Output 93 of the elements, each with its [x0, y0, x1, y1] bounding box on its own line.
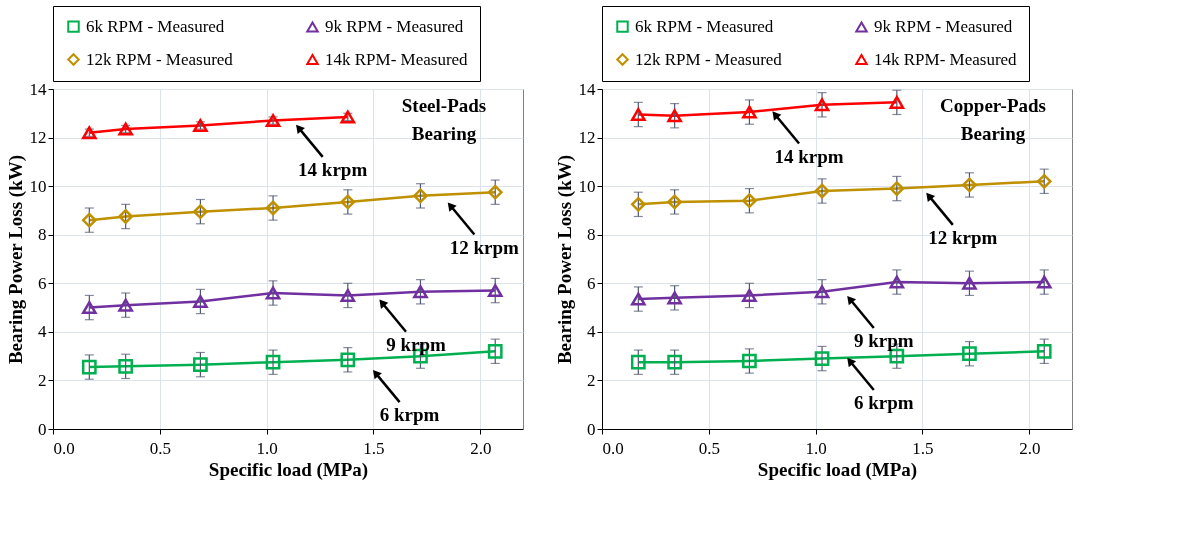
x-tick-label: 0.0: [53, 438, 75, 458]
point: [81, 212, 97, 228]
annotation: 6 krpm: [853, 392, 914, 413]
x-tick-label: 1.0: [805, 438, 827, 458]
point: [1036, 173, 1052, 189]
y-tick-label: 6: [587, 273, 596, 293]
point: [413, 285, 428, 299]
point: [962, 276, 977, 290]
point: [265, 354, 281, 370]
y-tick-label: 0: [587, 419, 596, 439]
point: [814, 183, 830, 199]
x-axis-title: Specific load (MPa): [757, 458, 918, 481]
y-tick-label: 14: [578, 79, 596, 99]
point: [340, 352, 356, 368]
x-tick-label: 2.0: [470, 438, 492, 458]
point: [814, 285, 830, 299]
point: [630, 196, 646, 212]
annotation: 12 krpm: [928, 226, 998, 248]
point: [81, 301, 97, 315]
annotation: 6 krpm: [379, 404, 440, 426]
y-tick-label: 8: [587, 225, 596, 245]
point: [962, 177, 977, 193]
text: Steel-Pads Bearing: [401, 95, 487, 144]
y-tick-label: 10: [578, 176, 596, 196]
annotation: 12 krpm: [449, 236, 520, 258]
point: [340, 288, 356, 302]
annotation: 14 krpm: [774, 145, 844, 167]
legend-label: 12k RPM - Measured: [635, 49, 783, 69]
x-tick-label: 1.5: [363, 438, 385, 458]
point: [889, 95, 905, 109]
point: [265, 286, 281, 300]
y-tick-label: 0: [38, 419, 47, 439]
y-tick-label: 2: [587, 370, 596, 390]
x-tick-label: 2.0: [1019, 438, 1041, 458]
annotation: 9 krpm: [386, 333, 446, 355]
point: [487, 343, 503, 359]
point: [413, 188, 428, 204]
legend-label: 12k RPM - Measured: [86, 49, 234, 69]
y-tick-label: 6: [38, 273, 47, 293]
y-tick-label: 14: [29, 79, 47, 99]
y-tick-label: 4: [587, 322, 596, 342]
point: [667, 354, 683, 370]
y-axis-title: Bearing Power Loss (kW): [553, 154, 576, 365]
point: [742, 353, 757, 369]
point: [487, 284, 503, 298]
y-tick-label: 2: [38, 370, 47, 390]
legend-label: 9k RPM - Measured: [325, 16, 464, 36]
legend-label: 14k RPM- Measured: [874, 49, 1018, 69]
y-tick-label: 8: [38, 225, 47, 245]
y-axis-title: Bearing Power Loss (kW): [4, 154, 27, 365]
point: [193, 294, 208, 309]
point: [889, 275, 905, 289]
point: [889, 181, 905, 196]
y-tick-label: 10: [29, 176, 47, 196]
point: [667, 194, 683, 210]
legend-label: 6k RPM - Measured: [86, 16, 225, 36]
point: [118, 298, 134, 312]
point: [118, 358, 134, 374]
point: [630, 292, 646, 306]
point: [1036, 343, 1052, 359]
x-tick-label: 1.5: [912, 438, 934, 458]
point: [962, 346, 977, 362]
x-tick-label: 1.0: [256, 438, 278, 458]
annotation: 9 krpm: [853, 330, 914, 352]
point: [667, 109, 683, 123]
point: [193, 204, 208, 220]
x-tick-label: 0.5: [698, 438, 720, 458]
point: [487, 184, 503, 200]
legend-label: 9k RPM - Measured: [874, 16, 1013, 36]
point: [1036, 275, 1052, 289]
legend-label: 6k RPM - Measured: [635, 16, 774, 36]
point: [742, 288, 757, 302]
point: [265, 200, 281, 216]
y-tick-label: 4: [38, 322, 47, 342]
point: [193, 357, 208, 373]
y-tick-label: 12: [578, 128, 596, 148]
legend-label: 14k RPM- Measured: [325, 49, 469, 69]
x-axis-title: Specific load (MPa): [208, 458, 369, 481]
point: [814, 98, 830, 112]
x-tick-label: 0.0: [602, 438, 624, 458]
point: [742, 105, 757, 119]
point: [81, 359, 97, 375]
x-tick-label: 0.5: [149, 438, 171, 458]
point: [742, 193, 757, 209]
point: [667, 291, 683, 305]
point: [630, 354, 646, 370]
point: [118, 209, 134, 224]
point: [340, 194, 356, 210]
annotation: 14 krpm: [298, 158, 368, 180]
point: [814, 351, 830, 366]
y-tick-label: 12: [29, 128, 47, 148]
point: [630, 107, 646, 122]
text: Copper-Pads Bearing: [940, 95, 1046, 144]
